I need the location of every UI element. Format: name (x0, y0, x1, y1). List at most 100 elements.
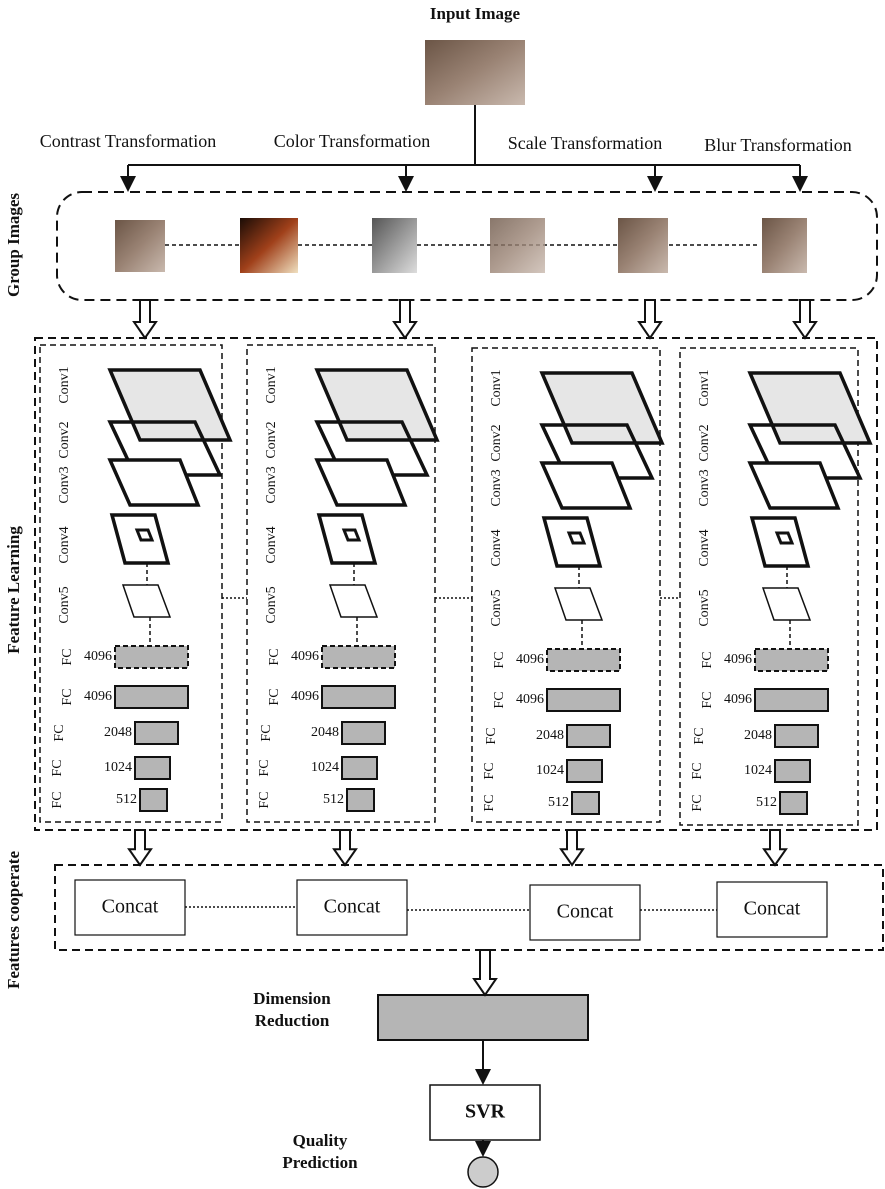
conv-label: Conv5 (489, 589, 504, 626)
fc-layer (572, 792, 599, 814)
fc-label: FC (257, 791, 272, 808)
transformation-label: Contrast Transformation (40, 131, 217, 151)
conv-label: Conv1 (697, 369, 712, 406)
conv-layer (542, 373, 662, 443)
transformation-label: Blur Transformation (704, 135, 852, 155)
hollow-arrow (334, 830, 356, 865)
conv-layer (750, 373, 870, 443)
fc-label: FC (482, 794, 497, 811)
fc-label: FC (60, 688, 75, 705)
stage-label: Group Images (4, 193, 23, 297)
fc-layer (115, 686, 188, 708)
hollow-arrow (474, 950, 496, 995)
fc-size: 4096 (516, 692, 544, 707)
concat-label: Concat (557, 901, 614, 923)
hollow-arrow (394, 300, 416, 338)
hollow-arrow (134, 300, 156, 338)
group-images (115, 218, 807, 273)
conv-layer (110, 370, 230, 440)
fc-layer (347, 789, 374, 811)
fc-size: 4096 (291, 649, 319, 664)
conv-label: Conv1 (57, 366, 72, 403)
conv-layer (750, 463, 838, 508)
conv-label: Conv1 (264, 366, 279, 403)
fc-label: FC (492, 651, 507, 668)
fc-label: FC (259, 724, 274, 741)
concat-label: Concat (744, 898, 801, 920)
conv-label: Conv5 (264, 586, 279, 623)
fc-label: FC (690, 794, 705, 811)
fc-size: 512 (323, 792, 344, 807)
conv-layer (317, 460, 405, 505)
fc-label: FC (700, 651, 715, 668)
fc-size: 1024 (536, 763, 564, 778)
fc-layer (322, 646, 395, 668)
transformation-label: Color Transformation (274, 131, 431, 151)
concat-label: Concat (324, 896, 381, 918)
conv-layer (330, 585, 377, 617)
fc-layer (115, 646, 188, 668)
fc-label: FC (690, 762, 705, 779)
conv-label: Conv4 (264, 526, 279, 563)
fc-size: 1024 (744, 763, 772, 778)
fc-layer (755, 649, 828, 671)
fc-size: 1024 (104, 760, 132, 775)
prediction-node (468, 1157, 498, 1187)
fc-layer (547, 649, 620, 671)
conv-layer (110, 460, 198, 505)
fc-layer (342, 757, 377, 779)
conv-label: Conv2 (697, 424, 712, 461)
conv-layer (542, 463, 630, 508)
fc-label: FC (692, 727, 707, 744)
fc-size: 512 (756, 795, 777, 810)
conv-label: Conv4 (697, 529, 712, 566)
fc-label: FC (50, 759, 65, 776)
svr-label: SVR (465, 1101, 506, 1123)
fc-size: 2048 (744, 728, 772, 743)
fc-label: FC (267, 688, 282, 705)
fc-label: FC (482, 762, 497, 779)
dimension-label: Reduction (255, 1011, 330, 1030)
fc-layer (322, 686, 395, 708)
input-image (425, 40, 525, 105)
diagram: Input Image Contrast Transformation Colo… (0, 0, 885, 1189)
fc-size: 4096 (724, 652, 752, 667)
fc-size: 4096 (516, 652, 544, 667)
hollow-arrow (561, 830, 583, 865)
fc-label: FC (257, 759, 272, 776)
fc-size: 2048 (311, 725, 339, 740)
dimension-reduction-box (378, 995, 588, 1040)
conv-label: Conv4 (489, 529, 504, 566)
conv-label: Conv4 (57, 526, 72, 563)
fc-layer (567, 725, 610, 747)
fc-size: 4096 (84, 689, 112, 704)
hollow-arrow (639, 300, 661, 338)
conv-label: Conv2 (264, 421, 279, 458)
fc-layer (775, 760, 810, 782)
fc-layer (547, 689, 620, 711)
fc-layer (140, 789, 167, 811)
hollow-arrow (129, 830, 151, 865)
conv-layer (555, 588, 602, 620)
conv-label: Conv1 (489, 369, 504, 406)
hollow-arrow (794, 300, 816, 338)
fc-size: 2048 (104, 725, 132, 740)
fc-layer (135, 722, 178, 744)
conv-label: Conv3 (57, 466, 72, 503)
fc-size: 512 (116, 792, 137, 807)
stage-label: Feature Learning (4, 526, 23, 654)
fc-size: 4096 (291, 689, 319, 704)
fc-size: 4096 (84, 649, 112, 664)
fc-label: FC (52, 724, 67, 741)
conv-layer (763, 588, 810, 620)
conv-layer (317, 370, 437, 440)
prediction-label: Prediction (282, 1153, 358, 1172)
transformation-label: Scale Transformation (508, 133, 663, 153)
conv-label: Conv2 (57, 421, 72, 458)
fc-layer (755, 689, 828, 711)
input-title: Input Image (430, 4, 521, 23)
fc-layer (135, 757, 170, 779)
fc-label: FC (267, 648, 282, 665)
dimension-label: Dimension (253, 989, 331, 1008)
stage-label: Features cooperate (4, 851, 23, 989)
